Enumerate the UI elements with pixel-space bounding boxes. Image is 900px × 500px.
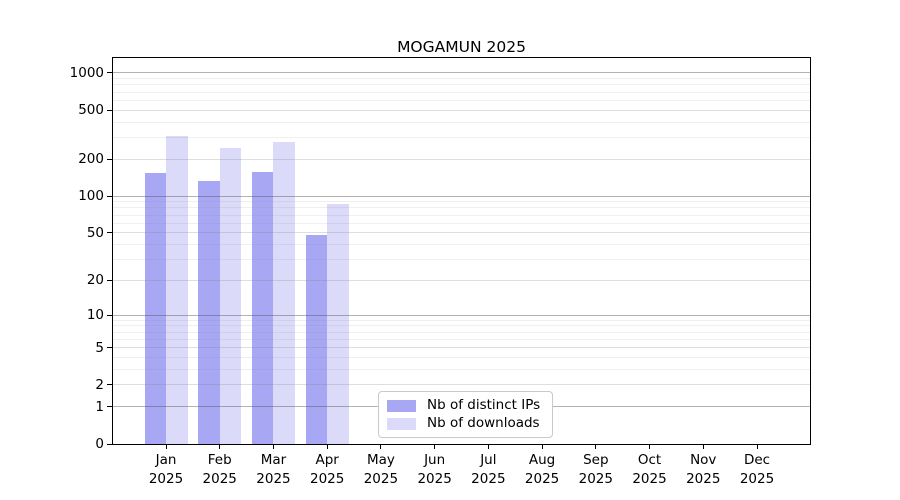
- y-tick: [107, 347, 112, 349]
- gridline: [113, 158, 810, 160]
- gridline-minor: [113, 244, 810, 246]
- x-tick: [756, 444, 758, 449]
- bar-ips-mar: [251, 172, 274, 444]
- gridline-minor: [113, 84, 810, 86]
- x-tick: [541, 444, 543, 449]
- gridline: [113, 384, 810, 386]
- plot-area: [112, 57, 811, 445]
- y-tick-label: 1000: [69, 64, 104, 81]
- gridline-minor: [113, 357, 810, 359]
- y-tick-label: 0: [95, 436, 104, 452]
- bar-ips-feb: [198, 180, 220, 444]
- x-tick: [272, 444, 274, 449]
- y-tick: [107, 406, 112, 408]
- gridline: [113, 232, 810, 234]
- x-tick: [649, 444, 651, 449]
- gridline: [113, 279, 810, 281]
- x-tick-label: Jul 2025: [471, 452, 506, 487]
- chart-title: MOGAMUN 2025: [397, 38, 526, 56]
- x-tick-label: Sep 2025: [578, 452, 613, 487]
- x-tick-label: May 2025: [363, 452, 399, 487]
- x-tick-label: Jan 2025: [148, 452, 184, 487]
- x-tick-label: Feb 2025: [202, 452, 237, 487]
- gridline-minor: [113, 201, 810, 203]
- y-tick-label: 20: [86, 272, 104, 289]
- gridline-minor: [113, 136, 810, 138]
- x-tick: [595, 444, 597, 449]
- gridline-minor: [113, 369, 810, 371]
- y-tick-label: 500: [78, 102, 104, 119]
- legend-item-distinct-ips: Nb of distinct IPs: [387, 397, 540, 414]
- gridline-major: [113, 314, 810, 316]
- x-tick-label: Aug 2025: [524, 452, 560, 487]
- y-tick: [107, 109, 112, 111]
- downloads-swatch: [387, 417, 416, 430]
- x-tick: [326, 444, 328, 449]
- x-tick-label: Jun 2025: [417, 452, 452, 487]
- gridline-minor: [113, 91, 810, 93]
- x-tick-label: Oct 2025: [632, 452, 667, 487]
- x-tick: [702, 444, 704, 449]
- y-tick: [107, 279, 112, 281]
- gridline-minor: [113, 259, 810, 261]
- y-tick-label: 10: [86, 307, 104, 324]
- gridline-major: [113, 195, 810, 197]
- gridline-minor: [113, 99, 810, 101]
- legend-label-distinct-ips: Nb of distinct IPs: [427, 397, 541, 413]
- x-tick-label: Nov 2025: [686, 452, 721, 487]
- gridline-major: [113, 72, 810, 74]
- gridline-minor: [113, 207, 810, 209]
- gridline-minor: [113, 214, 810, 216]
- gridline: [113, 109, 810, 111]
- y-tick: [107, 232, 112, 234]
- x-tick: [219, 444, 221, 449]
- x-tick: [165, 444, 167, 449]
- y-tick-label: 5: [95, 339, 104, 356]
- y-tick: [107, 443, 112, 445]
- gridline-minor: [113, 325, 810, 327]
- x-tick: [487, 444, 489, 449]
- y-tick-label: 200: [78, 151, 104, 168]
- distinct-ips-swatch: [387, 399, 416, 412]
- bar-downloads-apr: [327, 204, 349, 444]
- gridline-minor: [113, 222, 810, 224]
- x-tick-label: Apr 2025: [309, 452, 345, 487]
- bar-downloads-jan: [166, 136, 188, 444]
- y-tick: [107, 314, 112, 316]
- y-tick: [107, 384, 112, 386]
- x-tick: [380, 444, 382, 449]
- x-tick: [434, 444, 436, 449]
- legend-item-downloads: Nb of downloads: [387, 415, 540, 432]
- bar-downloads-mar: [273, 141, 295, 444]
- y-tick-label: 50: [86, 224, 104, 241]
- y-tick-label: 100: [78, 188, 104, 205]
- legend: Nb of distinct IPs Nb of downloads: [378, 391, 554, 438]
- y-tick-label: 2: [95, 376, 104, 393]
- gridline-minor: [113, 331, 810, 333]
- x-tick-label: Dec 2025: [739, 452, 775, 487]
- bar-ips-jan: [144, 173, 166, 444]
- legend-label-downloads: Nb of downloads: [427, 415, 540, 431]
- y-tick: [107, 72, 112, 74]
- gridline: [113, 347, 810, 349]
- gridline-minor: [113, 319, 810, 321]
- bar-downloads-feb: [219, 148, 242, 444]
- gridline-minor: [113, 121, 810, 123]
- x-tick-label: Mar 2025: [256, 452, 291, 487]
- y-tick: [107, 158, 112, 160]
- gridline-minor: [113, 78, 810, 80]
- gridline-minor: [113, 338, 810, 340]
- y-tick: [107, 195, 112, 197]
- bar-ips-apr: [305, 234, 328, 444]
- y-tick-label: 1: [95, 398, 104, 415]
